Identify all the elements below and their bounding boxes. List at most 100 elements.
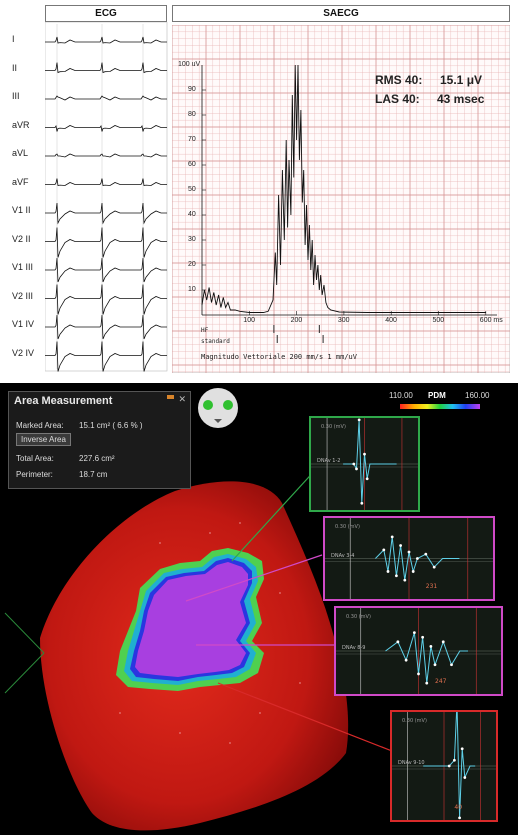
egm-signal: [343, 419, 397, 504]
saecg-y-tick-label: 80: [188, 111, 196, 118]
egm-sample-point: [404, 658, 408, 662]
total-area-label: Total Area:: [16, 454, 54, 463]
total-area-value: 227.6 cm²: [79, 454, 115, 463]
pdm-colorbar: [400, 404, 480, 409]
ecg-lead-trace: [45, 257, 167, 283]
egm-inset: DNAv 1-2 0.30 (mV): [309, 416, 420, 512]
marked-area-label: Marked Area:: [16, 421, 64, 430]
egm-trace-plot: [336, 608, 501, 694]
egm-sample-point: [453, 758, 456, 762]
egm-lead-label: DNAv 8-9: [342, 645, 366, 651]
saecg-header: SAECG: [172, 5, 510, 22]
ecg-traces: [45, 22, 168, 372]
saecg-x-tick-label: 200: [290, 317, 303, 324]
egm-sample-point: [390, 535, 394, 539]
close-icon[interactable]: ✕: [178, 394, 186, 404]
ecg-header: ECG: [45, 5, 167, 22]
egm-signal: [375, 536, 460, 581]
ecg-lead-trace: [45, 153, 167, 158]
marked-area-value: 15.1 cm² ( 6.6 % ): [79, 421, 143, 430]
saecg-x-tick-label: 600 ms: [479, 317, 503, 324]
las-value: 43 msec: [437, 92, 485, 106]
egm-sample-point: [417, 672, 420, 676]
egm-sample-point: [363, 452, 366, 456]
egm-lead-label: DNAv 9-10: [398, 760, 425, 766]
egm-sample-point: [407, 550, 411, 554]
area-measurement-panel: Area Measurement ✕ Marked Area: 15.1 cm²…: [8, 391, 191, 489]
las-label: LAS 40:: [375, 92, 420, 106]
ecg-lead-label: V2 II: [12, 233, 31, 244]
ecg-lead-label: III: [12, 91, 20, 101]
standard-marker-label: standard: [201, 338, 230, 345]
inverse-area-button[interactable]: Inverse Area: [16, 433, 71, 446]
egm-sample-point: [365, 477, 369, 481]
ecg-lead-trace: [45, 341, 167, 372]
pin-icon[interactable]: [167, 395, 174, 399]
orientation-face-icon: [198, 388, 238, 428]
egm-sample-point: [441, 640, 445, 644]
egm-sample-point: [412, 631, 416, 635]
surface-dots: [119, 522, 301, 744]
egm-sample-point: [416, 557, 419, 560]
ecg-lead-label: V1 II: [12, 205, 31, 215]
rms-label: RMS 40:: [375, 73, 423, 87]
map-canvas: [4, 388, 480, 831]
egm-inset: DNAv 3-4 0.30 (mV) 231: [323, 516, 495, 601]
egm-trace-plot: [325, 518, 493, 599]
egm-sample-point: [411, 570, 415, 573]
ecg-lead-label: V2 IV: [12, 347, 35, 358]
egm-amplitude-label: 0.30 (mV): [321, 424, 346, 430]
ecg-lead-trace: [45, 284, 167, 315]
egm-sample-point: [352, 462, 356, 466]
ecg-lead-label: aVL: [12, 148, 29, 158]
egm-sample-point: [463, 776, 467, 779]
perimeter-value: 18.7 cm: [79, 470, 108, 479]
wireframe-edge: [4, 612, 45, 694]
egm-trace-plot: [311, 418, 418, 510]
egm-amplitude-label: 0.30 (mV): [402, 718, 427, 724]
egm-sample-point: [424, 552, 428, 556]
saecg-x-tick-label: 100: [243, 317, 255, 324]
egm-sample-point: [460, 747, 464, 751]
pdm-label: PDM: [428, 391, 446, 400]
egm-sample-point: [447, 764, 451, 768]
egm-amplitude-label: 0.30 (mV): [346, 614, 371, 620]
egm-sample-point: [429, 645, 433, 648]
egm-sample-point: [432, 565, 436, 569]
egm-lead-label: DNAv 3-4: [331, 552, 355, 559]
egm-trace-plot: [392, 712, 496, 820]
saecg-footer: Magnitudo Vettoriale 200 mm/s 1 mm/uV: [201, 353, 357, 361]
rms-value: 15.1 μV: [440, 73, 483, 87]
connector-lines: [185, 466, 393, 752]
egm-inset: DNAv 9-10 0.30 (mV) 40: [390, 710, 498, 822]
egm-sample-point: [399, 544, 402, 547]
egm-amplitude-label: 0.30 (mV): [335, 524, 360, 530]
hf-marker-label: HF: [201, 327, 209, 334]
egm-interval-label: 231: [425, 583, 438, 590]
saecg-y-tick-label: 20: [188, 261, 196, 268]
scar-region-core: [135, 562, 248, 677]
ecg-lead-trace: [45, 314, 167, 340]
ecg-lead-trace: [45, 227, 167, 258]
saecg-y-tick-label: 70: [188, 136, 196, 143]
egm-sample-point: [425, 681, 429, 685]
y-unit-label: 100 uV: [178, 61, 201, 68]
egm-sample-point: [403, 578, 407, 582]
egm-sample-point: [421, 635, 425, 639]
ecg-lead-trace: [45, 202, 167, 225]
ecg-lead-label: V1 III: [12, 262, 34, 272]
ecg-lead-trace: [45, 95, 167, 101]
egm-sample-point: [360, 501, 364, 505]
egm-sample-point: [382, 548, 386, 552]
egm-sample-point: [355, 467, 358, 471]
egm-interval-label: 40: [454, 804, 463, 811]
saecg-y-tick-label: 10: [188, 286, 196, 293]
saecg-vector-magnitude-trace: [201, 64, 486, 313]
electroanatomic-map-view: Area Measurement ✕ Marked Area: 15.1 cm²…: [0, 383, 518, 835]
egm-sample-point: [458, 816, 461, 820]
saecg-x-tick-label: 400: [385, 317, 397, 324]
ecg-lead-label: V1 IV: [12, 319, 35, 329]
egm-sample-point: [450, 663, 453, 667]
saecg-y-tick-label: 50: [188, 186, 196, 193]
